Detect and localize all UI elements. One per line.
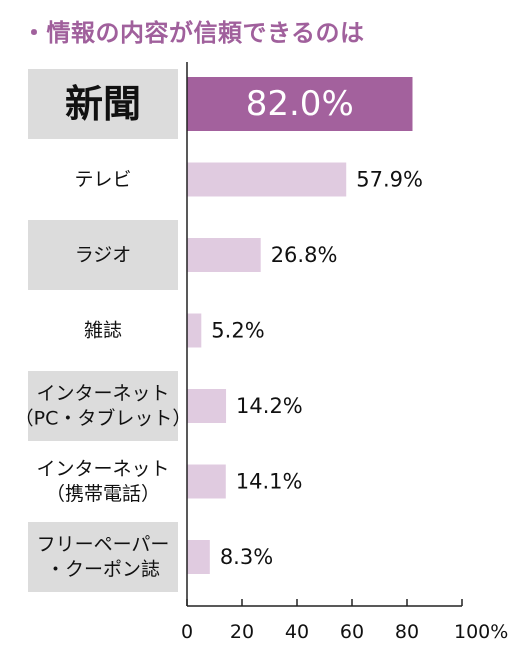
category-label-bg bbox=[28, 220, 178, 290]
x-tick-label: 40 bbox=[285, 621, 309, 643]
data-label: 57.9% bbox=[356, 168, 423, 192]
data-label: 26.8% bbox=[271, 243, 338, 267]
x-tick-label: 80 bbox=[395, 621, 419, 643]
x-tick-label: 60 bbox=[340, 621, 364, 643]
data-label: 14.2% bbox=[236, 394, 303, 418]
chart-title: ・情報の内容が信頼できるのは bbox=[22, 19, 365, 47]
data-label: 5.2% bbox=[211, 319, 264, 343]
data-label: 8.3% bbox=[220, 545, 273, 569]
bar bbox=[187, 464, 226, 499]
data-label: 14.1% bbox=[236, 470, 303, 494]
data-label: 82.0% bbox=[246, 84, 354, 124]
bar bbox=[187, 389, 227, 423]
category-label: インターネット bbox=[36, 458, 169, 480]
category-label-bg bbox=[28, 69, 178, 139]
category-label: ラジオ bbox=[75, 244, 132, 266]
bar bbox=[187, 162, 347, 197]
category-label: 新聞 bbox=[65, 82, 141, 126]
category-label: （PC・タブレット） bbox=[15, 407, 192, 430]
category-label-bg bbox=[28, 522, 178, 592]
x-tick-label: 20 bbox=[230, 621, 254, 643]
bar bbox=[187, 238, 261, 272]
category-label: フリーペーパー bbox=[37, 534, 170, 556]
category-label: （携帯電話） bbox=[46, 483, 160, 505]
bar bbox=[187, 313, 202, 348]
x-tick-label: 100% bbox=[454, 621, 508, 643]
bar bbox=[187, 540, 210, 574]
category-label: インターネット bbox=[36, 383, 169, 405]
category-label: テレビ bbox=[74, 169, 131, 191]
category-label: 雑誌 bbox=[84, 320, 122, 342]
category-label-bg bbox=[28, 371, 178, 441]
x-tick-label: 0 bbox=[181, 621, 193, 643]
category-label: ・クーポン誌 bbox=[46, 559, 160, 581]
bar bbox=[187, 77, 413, 131]
